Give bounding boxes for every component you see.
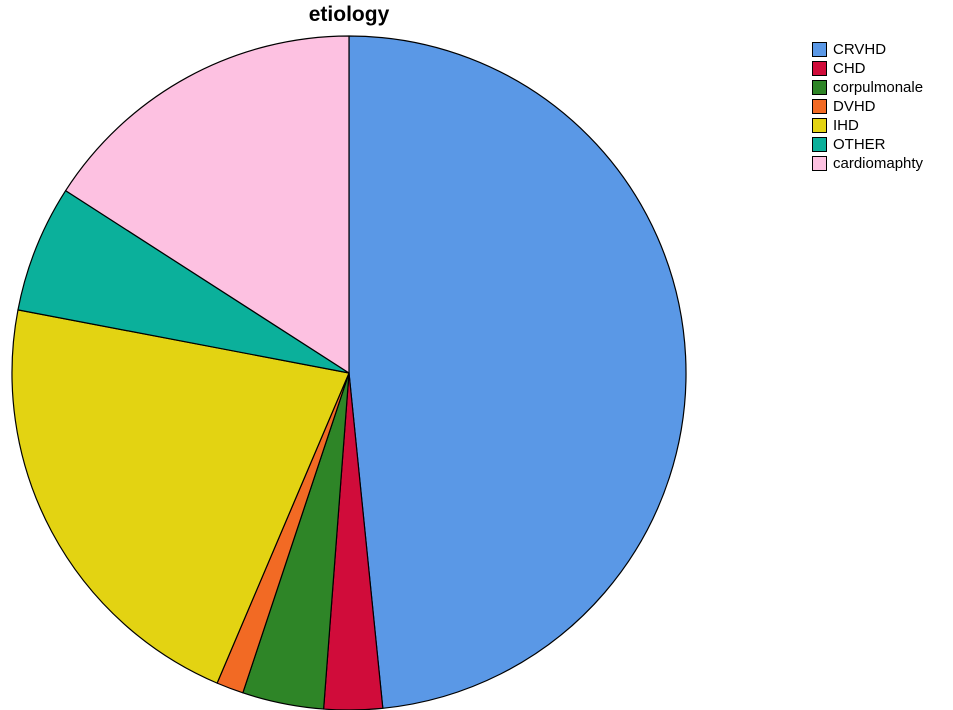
legend-swatch [812,137,827,152]
legend-label: IHD [833,117,859,134]
legend-swatch [812,118,827,133]
legend-label: OTHER [833,136,886,153]
pie-slice-other [17,190,350,374]
legend-swatch [812,42,827,57]
legend-item-chd: CHD [812,59,923,78]
legend-label: DVHD [833,98,876,115]
pie-slice-crvhd [348,35,687,709]
legend-label: corpulmonale [833,79,924,96]
legend-swatch [812,99,827,114]
legend-swatch [812,80,827,95]
legend-label: CHD [833,60,866,77]
legend-item-other: OTHER [812,135,923,154]
legend: CRVHD CHD corpulmonale DVHD IHD OTHER cardioma… [812,40,923,173]
pie-slice-cardiomaphty [65,35,350,374]
legend-swatch [812,61,827,76]
legend-item-ihd: IHD [812,116,923,135]
legend-label: CRVHD [833,41,887,58]
legend-item-crvhd: CRVHD [812,40,923,59]
legend-label: cardiomaphty [833,155,924,172]
legend-item-dvhd: DVHD [812,97,923,116]
chart-title: etiology [308,3,390,26]
legend-item-cardiomaphty: cardiomaphty [812,154,923,173]
legend-swatch [812,156,827,171]
pie-slice-ihd [11,309,350,684]
legend-item-corpulmonale: corpulmonale [812,78,923,97]
